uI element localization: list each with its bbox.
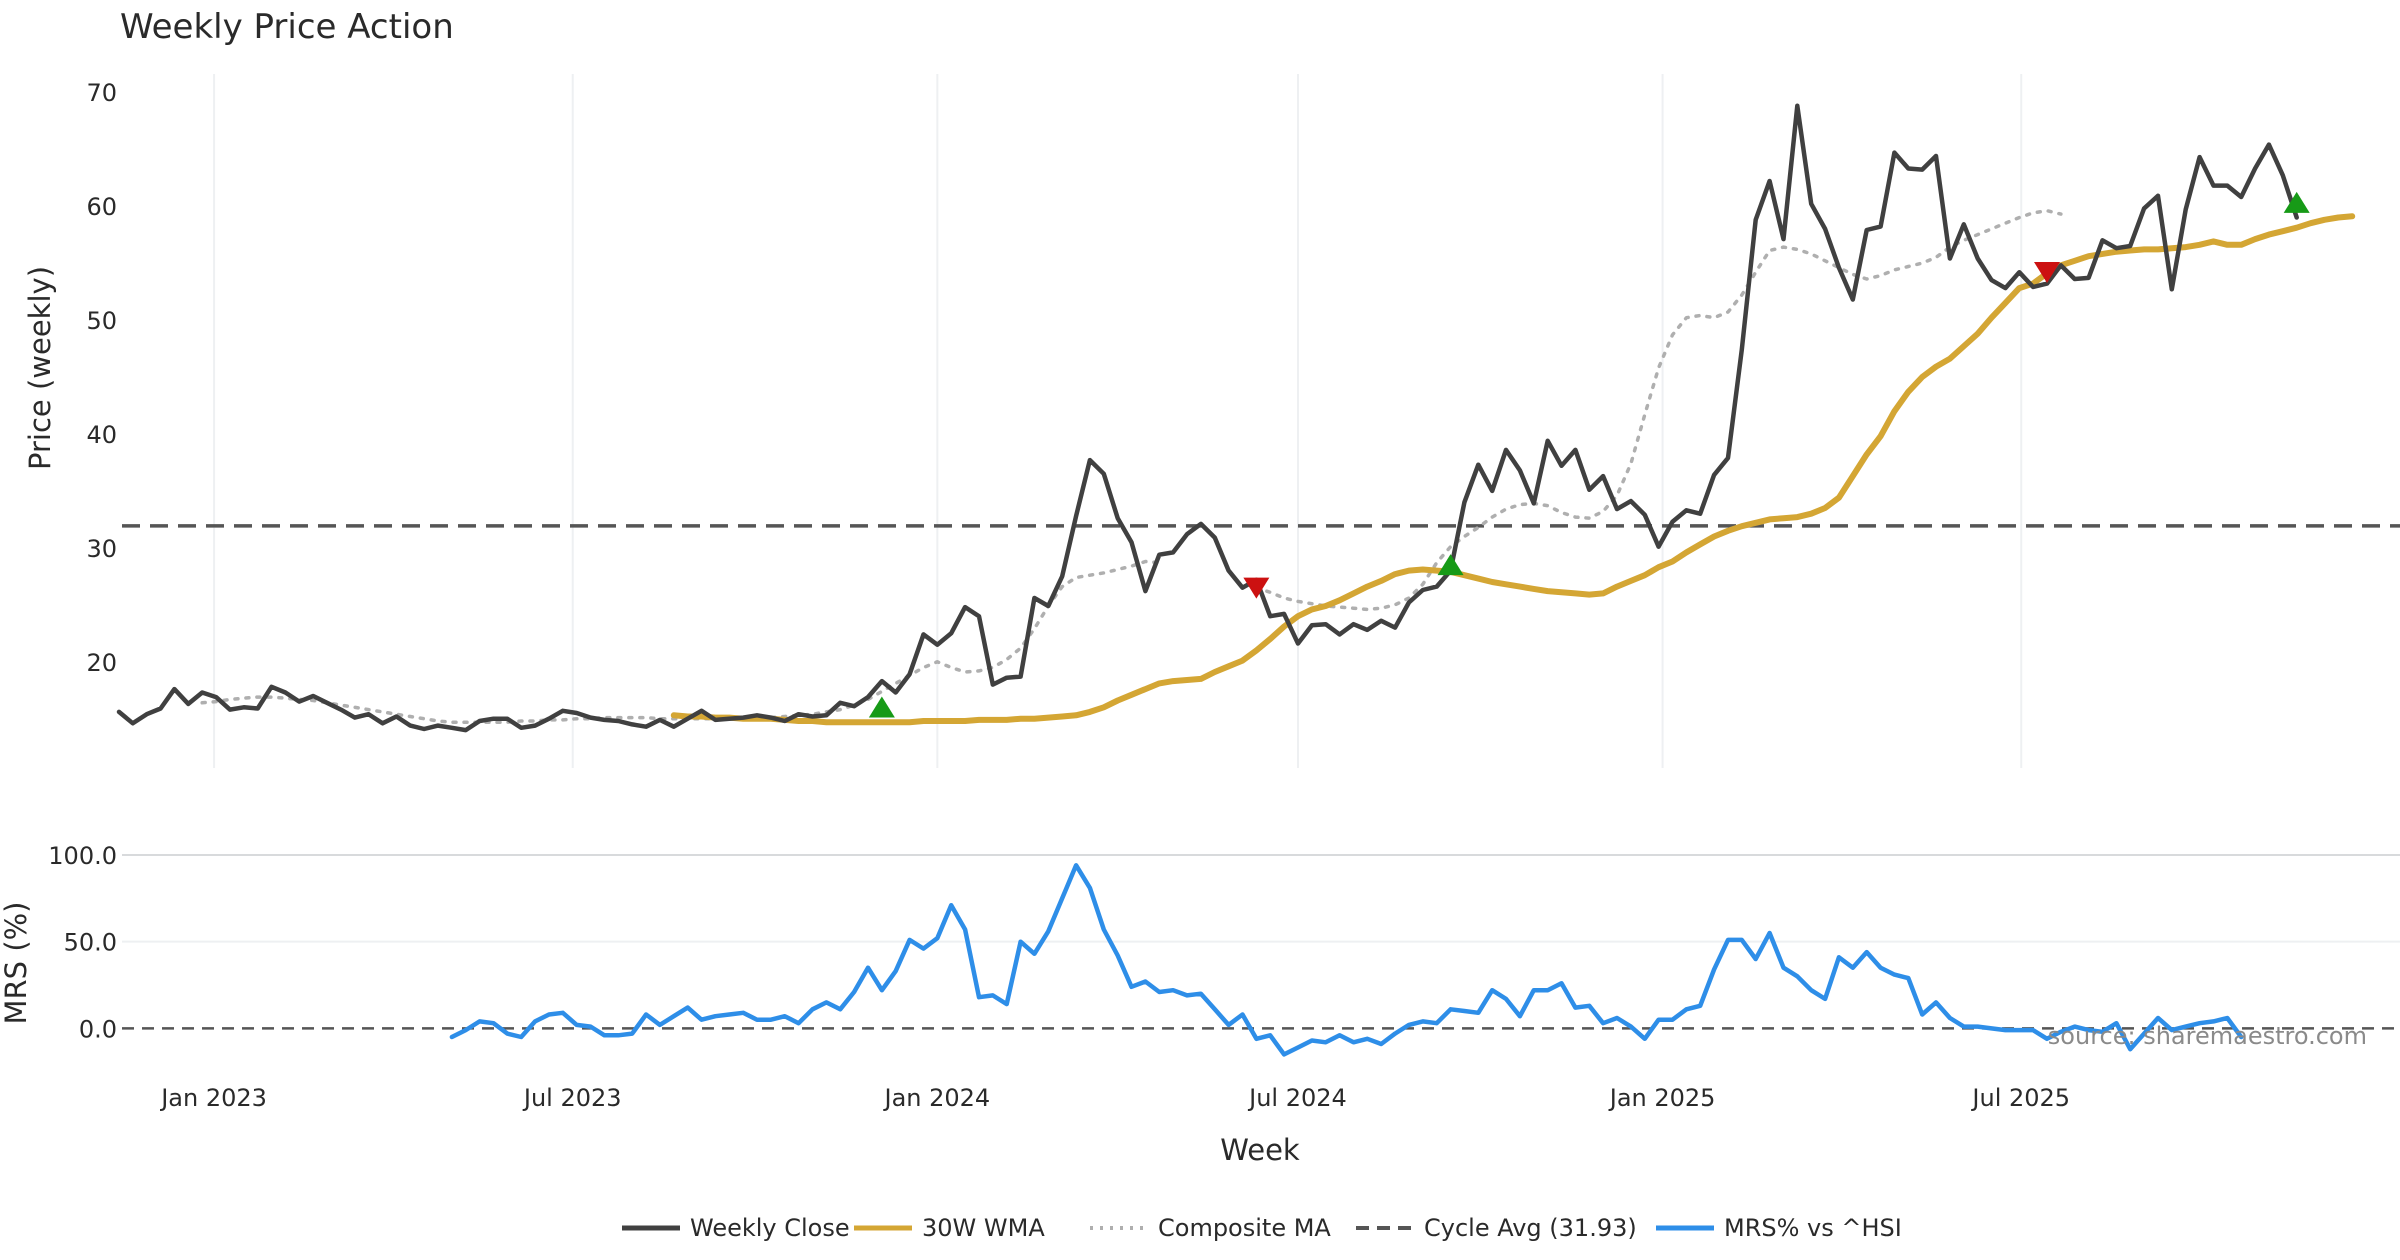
mrs-y-tick-label: 100.0 [48, 842, 117, 870]
price-y-tick-label: 30 [86, 535, 117, 563]
x-tick-label: Jul 2025 [1970, 1084, 2070, 1112]
price-grid [213, 74, 2023, 768]
price-y-axis-label: Price (weekly) [23, 266, 57, 470]
price-y-tick-label: 60 [86, 193, 117, 221]
mrs-series [122, 863, 2400, 1057]
trade-signals [868, 191, 2310, 718]
mrs-line [449, 863, 2244, 1057]
price-series [116, 103, 2400, 733]
legend-label: 30W WMA [922, 1214, 1045, 1242]
price-y-tick-label: 20 [86, 649, 117, 677]
legend-item: Weekly Close [622, 1214, 850, 1242]
mrs-grid [122, 853, 2400, 943]
x-tick-label: Jul 2023 [522, 1084, 622, 1112]
composite-ma-line [1254, 208, 2063, 612]
price-y-tick-label: 70 [86, 79, 117, 107]
mrs-y-tick-label: 0.0 [79, 1015, 117, 1043]
wma-30-line [670, 213, 2356, 726]
legend-label: Cycle Avg (31.93) [1424, 1214, 1637, 1242]
buy-signal-marker [2283, 191, 2310, 213]
legend-item: 30W WMA [854, 1214, 1045, 1242]
composite-ma-line [200, 559, 1162, 724]
price-y-tick-label: 40 [86, 421, 117, 449]
x-tick-label: Jan 2024 [882, 1084, 990, 1112]
x-tick-label: Jan 2023 [159, 1084, 267, 1112]
price-panel: 20 30 40 50 60 70 Price (weekly) [23, 74, 2400, 768]
legend-label: Weekly Close [690, 1214, 850, 1242]
chart-title: Weekly Price Action [120, 7, 454, 47]
x-tick-label: Jan 2025 [1608, 1084, 1716, 1112]
mrs-y-axis-label: MRS (%) [0, 902, 33, 1025]
x-axis-label: Week [1220, 1133, 1300, 1167]
legend: Weekly Close 30W WMA Composite MA Cycle Avg… [622, 1214, 1902, 1242]
legend-item: Cycle Avg (31.93) [1356, 1214, 1637, 1242]
legend-item: Composite MA [1090, 1214, 1331, 1242]
buy-signal-marker [868, 696, 895, 718]
price-y-tick-label: 50 [86, 307, 117, 335]
buy-signal-marker [1437, 554, 1464, 576]
legend-item: MRS% vs ^HSI [1656, 1214, 1902, 1242]
source-watermark: source: sharemaestro.com [2048, 1022, 2367, 1050]
mrs-panel: 0.0 50.0 100.0 MRS (%) source: sharemaestr… [0, 842, 2400, 1057]
legend-label: MRS% vs ^HSI [1724, 1214, 1902, 1242]
x-axis-ticks: Jan 2023 Jul 2023 Jan 2024 Jul 2024 Jan 2025… [159, 1084, 2070, 1112]
price-y-ticks: 20 30 40 50 60 70 [86, 79, 117, 677]
mrs-y-tick-label: 50.0 [64, 929, 117, 957]
sell-signal-marker [1243, 577, 1270, 599]
weekly-close-line [116, 103, 2299, 733]
sell-signal-marker [2034, 262, 2061, 284]
x-tick-label: Jul 2024 [1247, 1084, 1347, 1112]
legend-label: Composite MA [1158, 1214, 1331, 1242]
mrs-y-ticks: 0.0 50.0 100.0 [48, 842, 117, 1043]
